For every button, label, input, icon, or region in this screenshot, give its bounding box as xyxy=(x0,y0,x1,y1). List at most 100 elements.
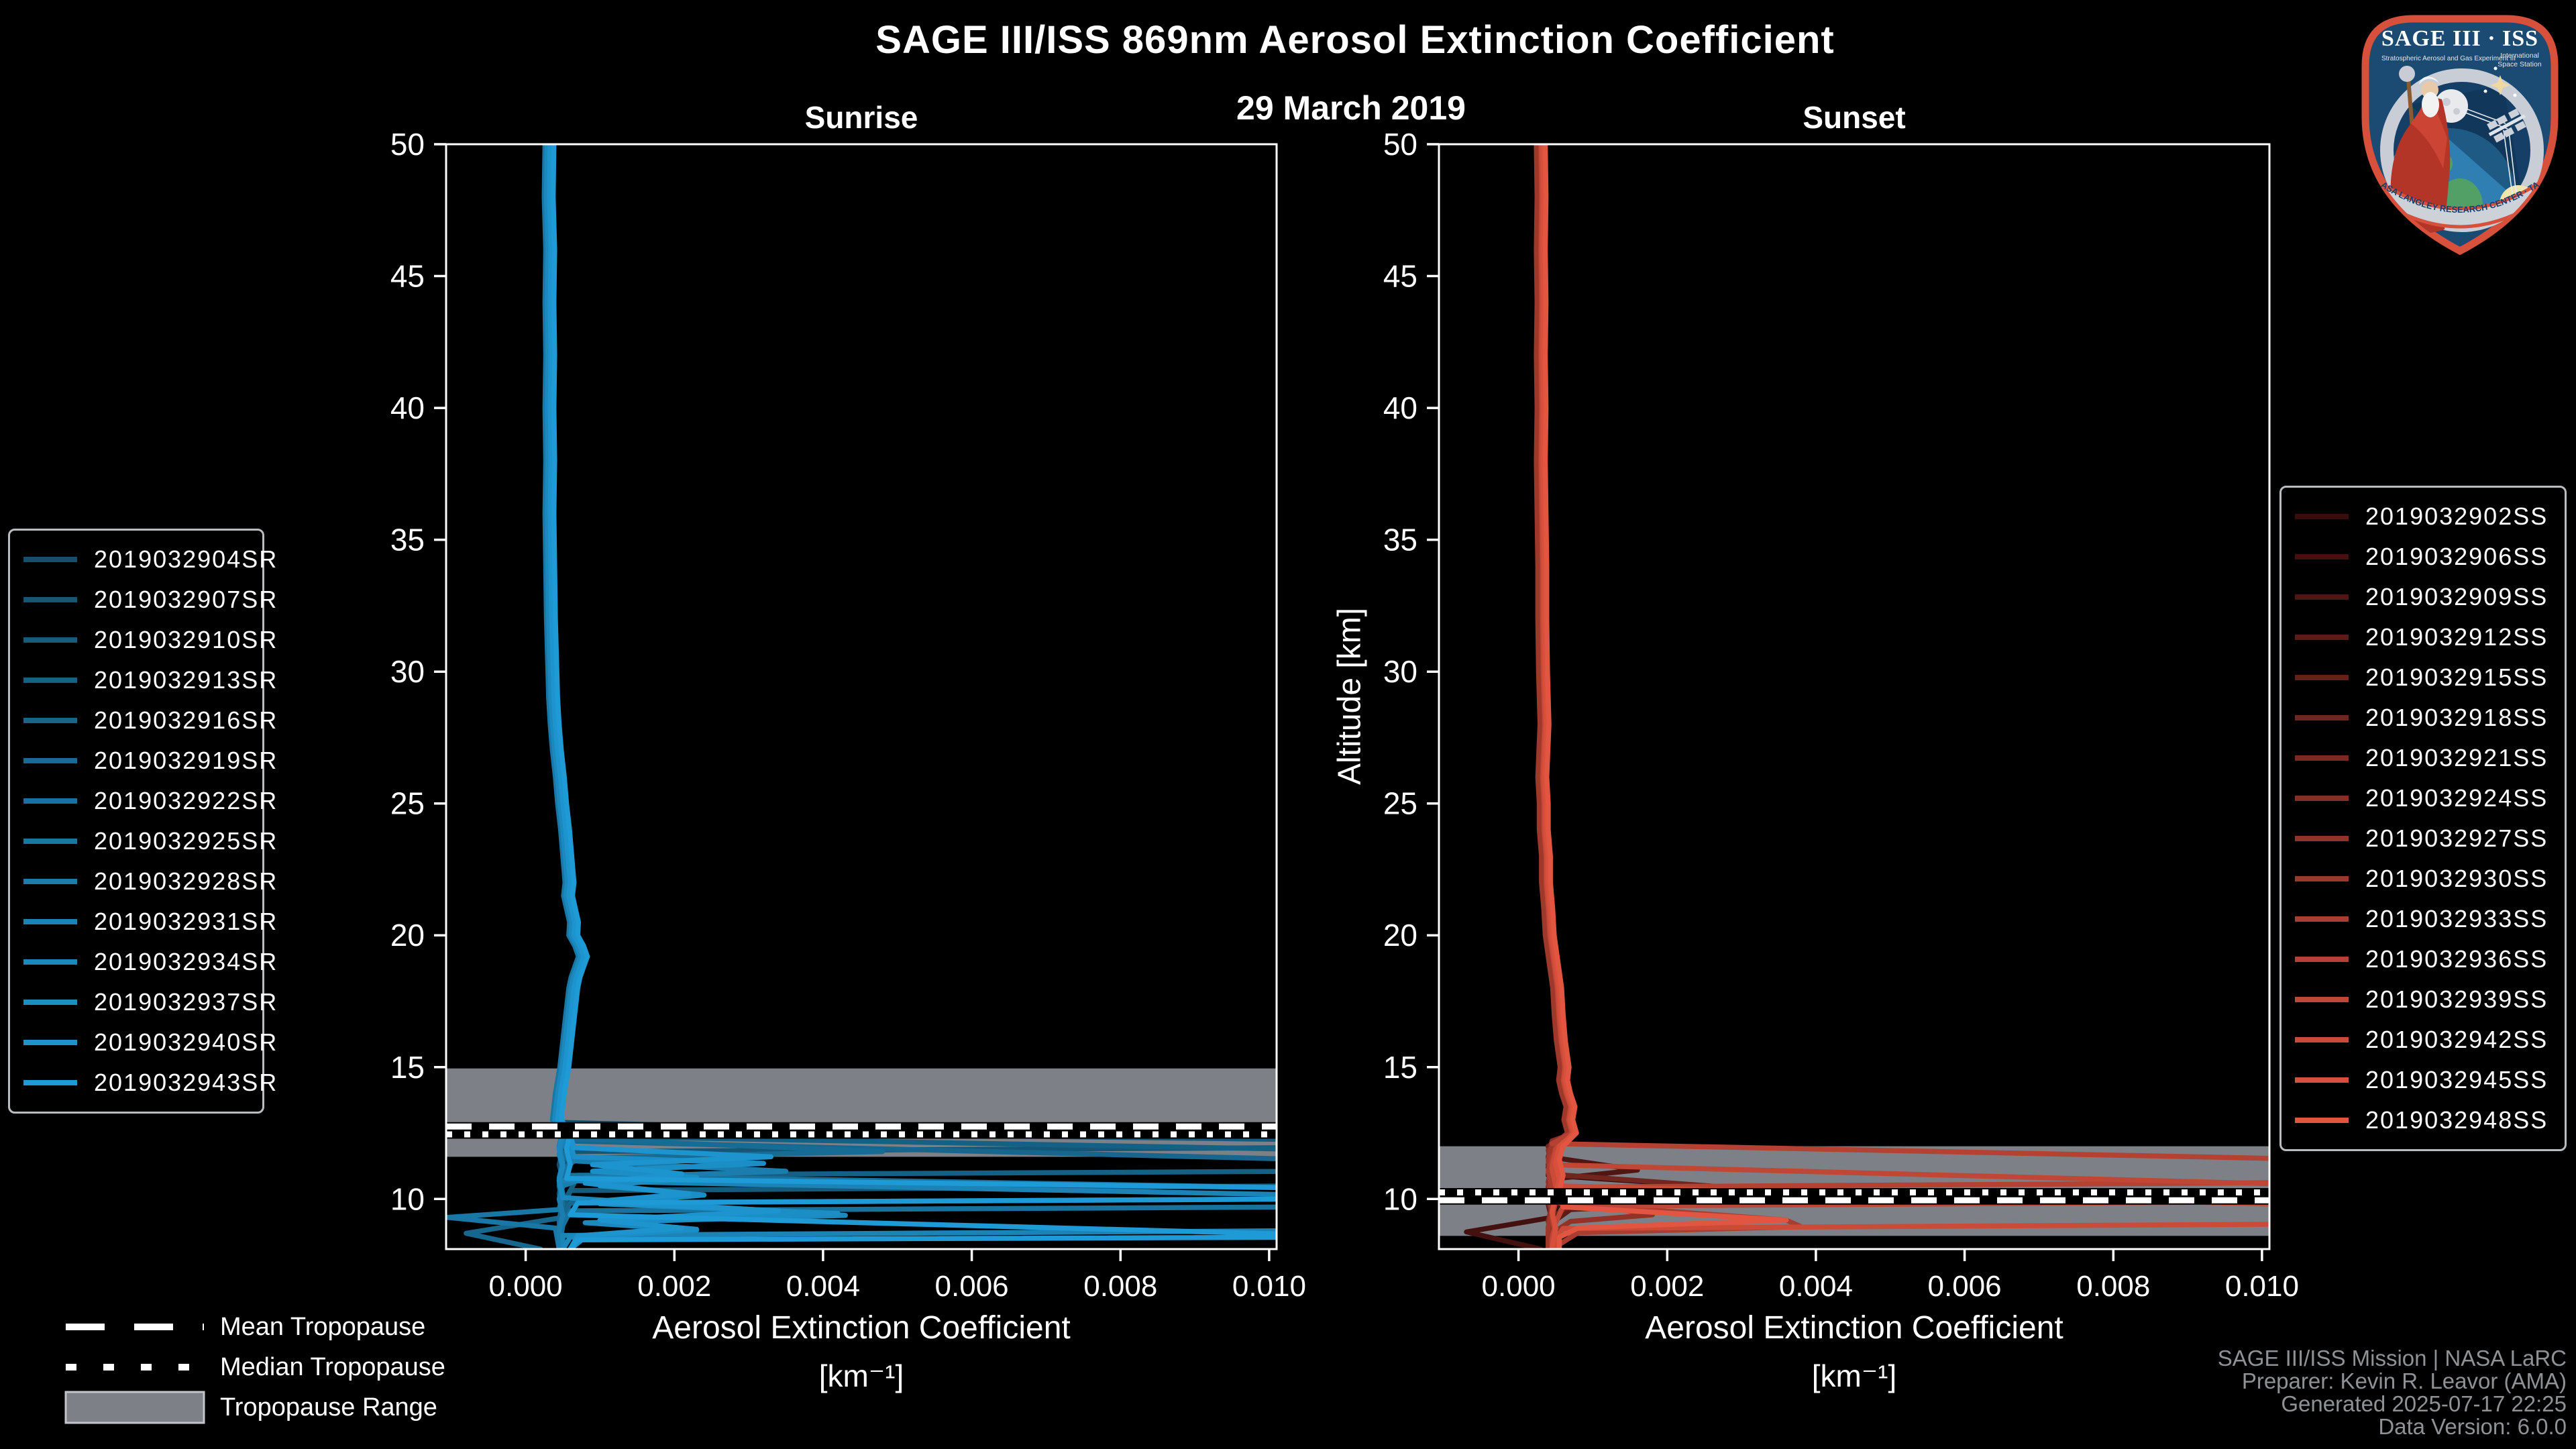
credits: SAGE III/ISS Mission | NASA LaRC Prepare… xyxy=(2218,1347,2567,1438)
page-title: SAGE III/ISS 869nm Aerosol Extinction Co… xyxy=(875,18,1835,62)
y-tick-label: 45 xyxy=(390,259,425,294)
legend-item-2019032948SS: 2019032948SS xyxy=(2288,1100,2561,1140)
legend-sunset: 2019032902SS 2019032906SS 2019032909SS 2019… xyxy=(2279,486,2567,1151)
y-tick-label: 15 xyxy=(1383,1050,1417,1085)
legend-line-swatch xyxy=(23,718,77,723)
legend-label: 2019032919SR xyxy=(94,747,278,774)
legend-item-2019032933SS: 2019032933SS xyxy=(2288,899,2561,939)
legend-item-2019032907SR: 2019032907SR xyxy=(17,580,276,620)
x-tick-label: 0.004 xyxy=(786,1270,860,1303)
profile-line-2019032909SS xyxy=(1535,144,1640,1249)
y-axis-label-sunset: Altitude [km] xyxy=(1332,607,1368,786)
iss-icon xyxy=(2487,108,2526,143)
legend-label: 2019032904SR xyxy=(94,545,278,573)
legend-item-2019032922SR: 2019032922SR xyxy=(17,781,276,821)
legend-line-swatch xyxy=(2295,514,2349,519)
profile-line-2019032918SS xyxy=(1540,144,1782,1249)
x-tick-label: 0.006 xyxy=(935,1270,1009,1303)
legend-line-swatch xyxy=(2295,876,2349,881)
y-tick-label: 40 xyxy=(390,390,425,425)
logo-subtitle: Stratospheric Aerosol and Gas Experiment… xyxy=(2381,55,2516,62)
legend-label: Tropopause Range xyxy=(220,1393,437,1421)
plot-frame xyxy=(1438,143,2271,1250)
y-tick-label: 50 xyxy=(390,127,425,162)
credits-data-version: Data Version: 6.0.0 xyxy=(2378,1414,2567,1439)
profile-line-2019032933SS xyxy=(1541,144,1804,1249)
legend-label: 2019032937SR xyxy=(94,988,278,1016)
x-axis-units-sunrise: [km⁻¹] xyxy=(818,1358,904,1393)
legend-label: 2019032940SR xyxy=(94,1028,278,1056)
y-tick-label: 40 xyxy=(1383,390,1417,425)
profile-line-2019032902SS xyxy=(1536,144,1767,1249)
legend-item-2019032915SS: 2019032915SS xyxy=(2288,657,2561,698)
legend-line-swatch xyxy=(23,1080,77,1085)
legend-line-swatch xyxy=(2295,755,2349,761)
legend-line-swatch xyxy=(23,959,77,965)
legend-label: 2019032918SS xyxy=(2365,704,2548,731)
credits-generated: Generated 2025-07-17 22:25 xyxy=(2281,1391,2567,1416)
legend-item-2019032943SR: 2019032943SR xyxy=(17,1063,276,1103)
median-tropopause-swatch xyxy=(66,1364,204,1371)
legend-item-mean-tropopause: Mean Tropopause xyxy=(62,1307,445,1347)
legend-line-swatch xyxy=(2295,675,2349,680)
profile-line-2019032943SR xyxy=(550,144,1277,1249)
y-tick-label: 35 xyxy=(390,523,425,557)
legend-item-2019032919SR: 2019032919SR xyxy=(17,741,276,781)
profile-line-2019032934SR xyxy=(543,144,848,1249)
sage-iii-iss-logo: SAGE III · ISS Stratospheric Aerosol and… xyxy=(2346,0,2559,256)
profile-line-2019032939SS xyxy=(1542,144,2269,1249)
legend-line-swatch xyxy=(23,879,77,884)
y-tick-label: 10 xyxy=(1383,1181,1417,1216)
y-tick-label: 30 xyxy=(1383,654,1417,689)
x-tick-label: 0.008 xyxy=(2076,1270,2150,1303)
legend-line-swatch xyxy=(23,597,77,602)
y-tick-label: 30 xyxy=(390,654,425,689)
legend-item-2019032934SR: 2019032934SR xyxy=(17,942,276,982)
x-tick-label: 0.000 xyxy=(489,1270,563,1303)
legend-item-tropopause-range: Tropopause Range xyxy=(62,1387,445,1428)
legend-label: 2019032909SS xyxy=(2365,583,2548,610)
legend-label: 2019032948SS xyxy=(2365,1106,2548,1134)
y-tick-label: 10 xyxy=(390,1181,425,1216)
legend-item-2019032931SR: 2019032931SR xyxy=(17,902,276,942)
plot-frame xyxy=(445,143,1278,1250)
profile-line-2019032942SS xyxy=(1539,144,2269,1249)
x-axis-label-sunrise: Aerosol Extinction Coefficient xyxy=(652,1310,1071,1346)
legend-label: Mean Tropopause xyxy=(220,1312,426,1341)
profile-line-2019032936SS xyxy=(1538,144,2269,1249)
profile-line-2019032906SS xyxy=(1464,144,1575,1249)
legend-line-swatch xyxy=(2295,957,2349,962)
y-tick-label: 25 xyxy=(390,786,425,821)
star xyxy=(2490,75,2510,95)
legend-line-swatch xyxy=(23,637,77,643)
legend-label: 2019032931SR xyxy=(94,908,278,935)
legend-item-2019032925SR: 2019032925SR xyxy=(17,821,276,861)
legend-label: 2019032928SR xyxy=(94,867,278,895)
legend-line-swatch xyxy=(2295,796,2349,801)
subtitle-sunrise: Sunrise xyxy=(804,100,918,135)
legend-line-swatch xyxy=(23,758,77,763)
legend-label: 2019032927SS xyxy=(2365,824,2548,852)
profile-line-2019032930SS xyxy=(1534,144,1570,1249)
legend-item-2019032942SS: 2019032942SS xyxy=(2288,1020,2561,1060)
legend-label: 2019032915SS xyxy=(2365,663,2548,691)
legend-item-2019032924SS: 2019032924SS xyxy=(2288,778,2561,818)
legend-label: 2019032913SR xyxy=(94,666,278,694)
mean-tropopause-swatch xyxy=(66,1324,204,1330)
logo-iss-label: International xyxy=(2500,52,2539,60)
logo-title: SAGE III · ISS xyxy=(2381,26,2538,51)
legend-item-2019032913SR: 2019032913SR xyxy=(17,660,276,700)
tropopause-range-swatch xyxy=(64,1391,205,1424)
x-tick-label: 0.000 xyxy=(1482,1270,1556,1303)
x-tick-label: 0.004 xyxy=(1779,1270,1853,1303)
x-tick-label: 0.002 xyxy=(1630,1270,1704,1303)
x-tick-label: 0.008 xyxy=(1083,1270,1157,1303)
tropopause-legend: Mean Tropopause Median Tropopause Tropop… xyxy=(62,1307,445,1428)
profile-line-2019032940SR xyxy=(547,144,782,1249)
legend-item-2019032921SS: 2019032921SS xyxy=(2288,738,2561,778)
credits-preparer: Preparer: Kevin R. Leavor (AMA) xyxy=(2241,1368,2567,1393)
legend-line-swatch xyxy=(2295,1118,2349,1123)
legend-label: 2019032936SS xyxy=(2365,945,2548,973)
legend-line-swatch xyxy=(2295,997,2349,1002)
legend-label: 2019032925SR xyxy=(94,827,278,855)
